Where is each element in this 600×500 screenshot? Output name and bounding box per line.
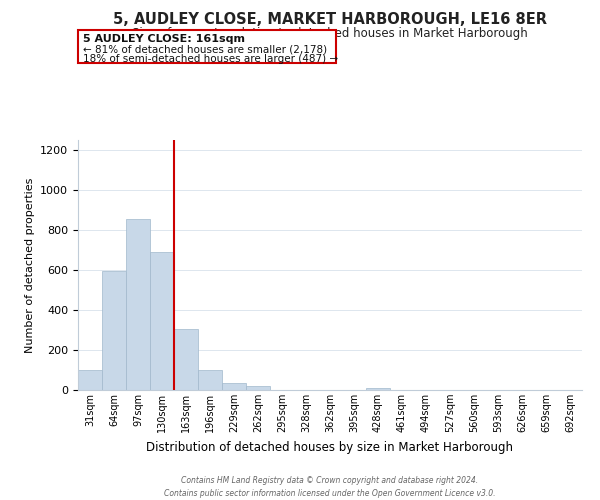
Bar — [150, 252, 174, 390]
Text: Contains HM Land Registry data © Crown copyright and database right 2024.
Contai: Contains HM Land Registry data © Crown c… — [164, 476, 496, 498]
Bar — [222, 384, 246, 390]
Bar — [174, 329, 198, 390]
Bar — [102, 271, 126, 390]
Bar — [78, 370, 102, 390]
Y-axis label: Number of detached properties: Number of detached properties — [25, 178, 35, 352]
Text: 5 AUDLEY CLOSE: 161sqm: 5 AUDLEY CLOSE: 161sqm — [83, 34, 245, 44]
X-axis label: Distribution of detached houses by size in Market Harborough: Distribution of detached houses by size … — [146, 440, 514, 454]
Text: ← 81% of detached houses are smaller (2,178): ← 81% of detached houses are smaller (2,… — [83, 44, 327, 54]
Bar — [366, 388, 390, 390]
Text: 18% of semi-detached houses are larger (487) →: 18% of semi-detached houses are larger (… — [83, 54, 338, 64]
Text: 5, AUDLEY CLOSE, MARKET HARBOROUGH, LE16 8ER: 5, AUDLEY CLOSE, MARKET HARBOROUGH, LE16… — [113, 12, 547, 28]
Bar — [198, 370, 222, 390]
Bar — [246, 386, 270, 390]
Text: Size of property relative to detached houses in Market Harborough: Size of property relative to detached ho… — [132, 28, 528, 40]
Bar — [126, 219, 150, 390]
